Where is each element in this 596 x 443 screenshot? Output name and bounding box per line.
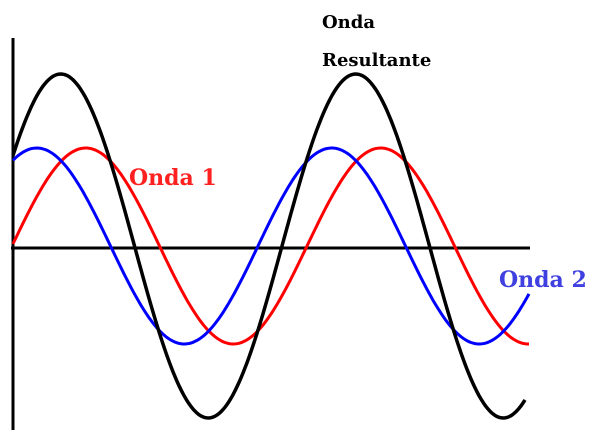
resultant-label-line-2: Resultante — [322, 50, 431, 71]
wave-2 — [11, 146, 531, 346]
wave-2-label: Onda 2 — [499, 267, 587, 293]
resultant-wave — [11, 72, 527, 420]
wave-1-label: Onda 1 — [129, 165, 217, 191]
wave-1 — [11, 146, 529, 346]
resultant-label-line-1: Onda — [322, 12, 375, 33]
